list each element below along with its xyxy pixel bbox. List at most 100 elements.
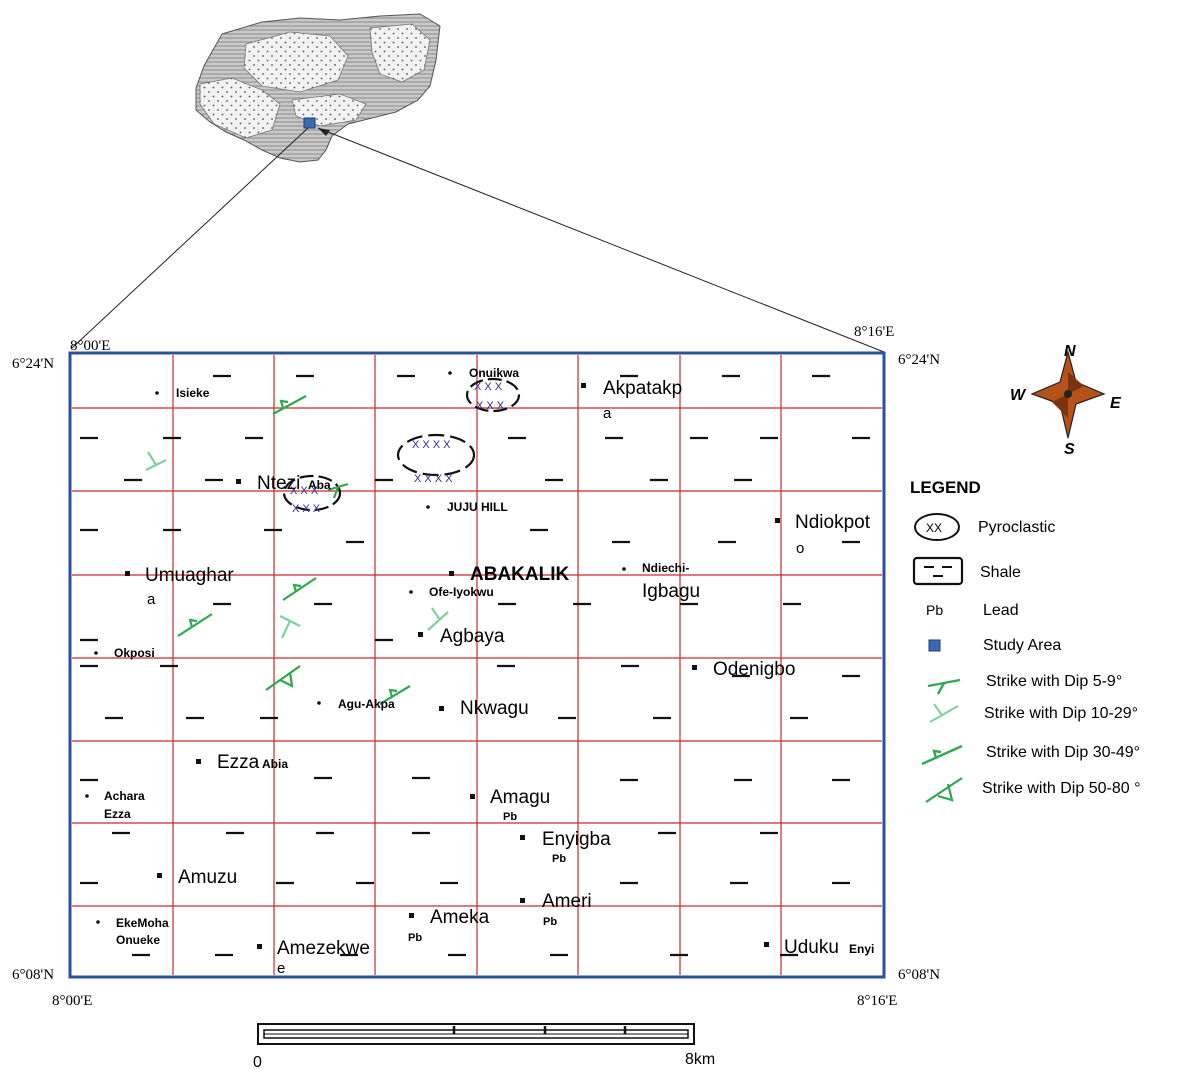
legend-pyroclastic-icon: XX: [914, 513, 960, 541]
coord-top-left-lat: 6°24'N: [12, 356, 54, 372]
town-ekemoha-cont: Onueke: [116, 933, 160, 947]
legend-shale-label: Shale: [980, 564, 1021, 581]
legend-dip-5-9-label: Strike with Dip 5-9°: [986, 673, 1122, 690]
town-onuikwa: Onuikwa: [469, 366, 519, 380]
dip-30-49-symbol: [282, 577, 317, 601]
dip-10-29-symbol: [145, 451, 167, 471]
town-ofe-iyokwu: Ofe-Iyokwu: [429, 585, 494, 599]
grid-vertical-lines: [172, 355, 782, 975]
town-ndiechi: Ndiechi-: [642, 561, 689, 575]
coord-bottom-left-lon: 8°00'E: [52, 993, 92, 1009]
inset-country-map: [195, 13, 441, 163]
town-abakaliki: ABAKALIK: [470, 564, 569, 585]
legend-title: LEGEND: [910, 478, 981, 497]
town-amezekwe: Amezekwe: [277, 938, 370, 959]
legend-shale-icon: [912, 556, 964, 586]
town-ameri: Ameri: [542, 891, 592, 912]
svg-text:X X X: X X X: [474, 381, 503, 393]
town-agu-akpa: Agu-Akpa: [338, 697, 395, 711]
compass-e: E: [1110, 395, 1122, 412]
town-amezekwe-cont: e: [277, 960, 285, 977]
town-uduku: Uduku: [784, 937, 839, 958]
map-grid: [68, 351, 886, 979]
leader-line-right: [317, 127, 885, 353]
dip-10-29-symbol: [427, 607, 449, 631]
town-igbagu: Igbagu: [642, 581, 700, 602]
legend-study-area-icon: [928, 639, 941, 652]
inset-study-area-marker: [303, 117, 316, 129]
town-ndiokpoto: Ndiokpot: [795, 512, 871, 533]
legend-pyroclastic-label: Pyroclastic: [978, 519, 1055, 536]
town-akpatakpa: Akpatakp: [603, 378, 682, 399]
town-amagu: Amagu: [490, 787, 550, 808]
dip-50-80-symbol: [265, 665, 301, 691]
legend-dip-10-29-icon: [929, 703, 959, 723]
town-ndiokpoto-cont: o: [796, 540, 804, 557]
compass-n: N: [1064, 343, 1076, 360]
legend-dip-30-49-label: Strike with Dip 30-49°: [986, 744, 1140, 761]
scale-start-label: 0: [253, 1054, 262, 1070]
dip-30-49-symbol: [272, 395, 307, 415]
town-ntezi: Ntezi: [257, 473, 300, 494]
town-achara-cont: Ezza: [104, 807, 131, 821]
coord-top-right-lat: 6°24'N: [898, 352, 940, 368]
shale-symbols: [80, 374, 870, 957]
dip-10-29-symbol: [279, 615, 301, 639]
pyroclastic-bodies: X X X X X X X X X X X X X X X X X X X X: [282, 377, 521, 515]
scale-end-label: 8km: [685, 1051, 715, 1068]
town-achara: Achara: [104, 789, 145, 803]
dip-30-49-symbol: [177, 613, 213, 637]
legend-study-area-label: Study Area: [983, 637, 1061, 654]
dip-30-49-symbol: [379, 685, 411, 705]
coord-bottom-right-lat: 6°08'N: [898, 967, 940, 983]
svg-text:XX: XX: [926, 521, 942, 535]
town-umuaghara-cont: a: [147, 591, 156, 608]
town-enyigba: Enyigba: [542, 829, 611, 850]
town-markers: [85, 371, 780, 949]
svg-text:X X X: X X X: [290, 485, 319, 497]
legend-dip-50-80-icon: [925, 777, 963, 803]
legend-dip-30-49-icon: [921, 744, 963, 766]
pyroclastic-central: X X X X X X X X: [396, 433, 476, 485]
legend-dip-10-29-label: Strike with Dip 10-29°: [984, 705, 1138, 722]
coord-top-left-lon: 8°00'E: [70, 338, 110, 354]
leader-line-left: [71, 127, 309, 349]
legend-lead-label: Lead: [983, 602, 1019, 619]
town-ezza-sub: Abia: [262, 757, 288, 771]
town-nkwagu: Nkwagu: [460, 698, 529, 719]
coord-top-right-lon: 8°16'E: [854, 324, 894, 340]
lead-label-amagu: Pb: [503, 811, 517, 823]
town-okposi: Okposi: [114, 646, 155, 660]
dip-5-9-symbol: [327, 482, 349, 499]
lead-label-enyigba: Pb: [552, 853, 566, 865]
lead-label-ameka: Pb: [408, 932, 422, 944]
town-ntezi-sub: Aba: [308, 478, 331, 492]
svg-text:X X X X: X X X X: [414, 473, 453, 485]
town-labels: Isieke Onuikwa Akpatakp a Ntezi Aba JUJU…: [104, 366, 874, 977]
compass-w: W: [1010, 387, 1027, 404]
compass-s: S: [1064, 441, 1075, 458]
pyroclastic-onuikwa: X X X X X X: [465, 377, 521, 413]
town-ameka: Ameka: [430, 907, 490, 928]
map-coordinates: 8°00'E 8°16'E 8°00'E 8°16'E 6°24'N 6°24'…: [12, 324, 940, 1009]
leader-arrowhead: [318, 128, 330, 136]
legend-dip-5-9-icon: [927, 678, 961, 695]
legend: LEGEND XX Pyroclastic Shale Pb Lead Stud…: [910, 478, 1140, 803]
town-akpatakpa-cont: a: [603, 405, 612, 422]
coord-bottom-right-lon: 8°16'E: [857, 993, 897, 1009]
town-juju-hill: JUJU HILL: [447, 500, 508, 514]
svg-text:X X X X: X X X X: [412, 439, 451, 451]
scale-bar: 0 8km: [253, 1023, 715, 1070]
town-odenigbo: Odenigbo: [713, 659, 795, 680]
svg-text:X X X: X X X: [476, 400, 505, 412]
pyroclastic-ntezi: X X X X X X: [282, 474, 342, 515]
town-ezza: Ezza: [217, 752, 260, 773]
legend-lead-symbol: Pb: [926, 602, 943, 618]
lead-label-ameri: Pb: [543, 916, 557, 928]
town-isieke: Isieke: [176, 386, 210, 400]
town-ekemoha: EkeMoha: [116, 916, 169, 930]
svg-text:X X X: X X X: [292, 503, 321, 515]
inset-sediment-north: [243, 31, 349, 93]
coord-bottom-left-lat: 6°08'N: [12, 967, 54, 983]
